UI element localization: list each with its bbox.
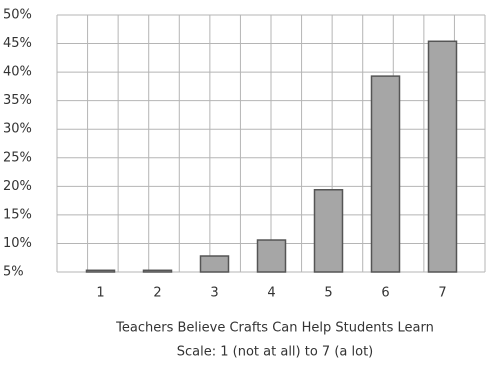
- bar: [85, 269, 116, 273]
- chart-subtitle: Scale: 1 (not at all) to 7 (a lot): [177, 345, 373, 360]
- bar: [142, 269, 173, 273]
- x-tick-label: 1: [96, 286, 104, 301]
- y-tick-label: 30%: [3, 122, 32, 137]
- bar: [313, 189, 344, 273]
- y-tick-label: 25%: [3, 150, 32, 165]
- x-tick-label: 4: [267, 286, 275, 301]
- y-tick-label: 15%: [3, 207, 32, 222]
- bar: [370, 75, 401, 273]
- x-tick-label: 2: [153, 286, 161, 301]
- y-tick-label: 50%: [3, 8, 32, 23]
- x-tick-label: 7: [438, 286, 446, 301]
- chart-title: Teachers Believe Crafts Can Help Student…: [115, 321, 434, 336]
- x-tick-label: 5: [324, 286, 332, 301]
- y-tick-label: 45%: [3, 36, 32, 51]
- y-tick-label: 5%: [3, 265, 24, 280]
- bar: [256, 239, 287, 273]
- y-tick-label: 35%: [3, 93, 32, 108]
- y-tick-label: 40%: [3, 65, 32, 80]
- x-tick-label: 6: [381, 286, 389, 301]
- y-tick-label: 10%: [3, 236, 32, 251]
- bar: [199, 255, 230, 273]
- x-tick-label: 3: [210, 286, 218, 301]
- bar: [427, 40, 458, 273]
- y-tick-label: 20%: [3, 179, 32, 194]
